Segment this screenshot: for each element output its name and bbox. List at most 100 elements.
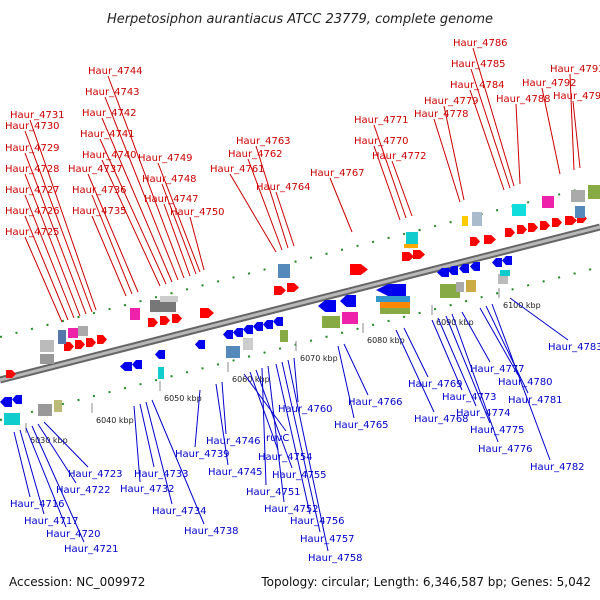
reverse-gene-label: Haur_4733 bbox=[134, 469, 189, 480]
reverse-gene-leader-line bbox=[395, 329, 435, 413]
reverse-gene-leader-line bbox=[267, 365, 285, 503]
forward-gene-arrow bbox=[470, 237, 480, 246]
forward-gene-label: Haur_4750 bbox=[170, 207, 225, 218]
forward-gene-leader-line bbox=[163, 203, 191, 277]
forward-gene-arrow bbox=[200, 308, 214, 318]
reverse-gene-leader-line bbox=[403, 327, 429, 378]
forward-gene-label: Haur_4748 bbox=[142, 174, 197, 185]
forward-gene-label: Haur_4792 bbox=[522, 78, 577, 89]
forward-gene-leader-line bbox=[99, 138, 167, 285]
genome-backbone bbox=[0, 223, 600, 384]
forward-gene-leader-line bbox=[24, 130, 93, 313]
feature-box bbox=[158, 367, 164, 379]
reverse-gene-leader-line bbox=[275, 363, 311, 515]
feature-box bbox=[542, 196, 554, 208]
forward-gene-leader-line bbox=[572, 100, 581, 169]
reverse-gene-arrow bbox=[233, 328, 243, 337]
reverse-gene-label: Haur_4745 bbox=[208, 467, 263, 478]
reverse-gene-label: Haur_4760 bbox=[278, 404, 333, 415]
reverse-gene-label: Haur_4746 bbox=[206, 436, 261, 447]
feature-box bbox=[130, 308, 140, 320]
reverse-gene-arrow bbox=[470, 262, 480, 271]
reverse-gene-label: Haur_4774 bbox=[456, 408, 511, 419]
reverse-gene-label: Haur_4758 bbox=[308, 553, 363, 564]
forward-gene-leader-line bbox=[101, 117, 173, 283]
reverse-gene-label: Haur_4751 bbox=[246, 487, 301, 498]
forward-gene-label: Haur_4763 bbox=[236, 136, 291, 147]
reverse-gene-leader-line bbox=[145, 401, 173, 505]
reverse-gene-leader-line bbox=[19, 429, 45, 515]
forward-gene-arrow bbox=[287, 283, 299, 292]
reverse-gene-leader-line bbox=[437, 317, 477, 407]
feature-box bbox=[376, 296, 410, 302]
forward-gene-label: Haur_4788 bbox=[496, 94, 551, 105]
reverse-gene-label: Haur_4782 bbox=[530, 462, 585, 473]
reverse-gene-arrow bbox=[195, 340, 205, 349]
reverse-gene-leader-line bbox=[485, 305, 529, 394]
forward-gene-arrow bbox=[148, 318, 158, 327]
forward-gene-label: Haur_4747 bbox=[144, 194, 199, 205]
reverse-gene-leader-line bbox=[13, 431, 31, 498]
forward-gene-leader-line bbox=[24, 152, 87, 315]
reverse-gene-arrow bbox=[459, 264, 469, 273]
forward-gene-label: Haur_4736 bbox=[72, 185, 127, 196]
forward-gene-leader-line bbox=[275, 191, 295, 247]
reverse-gene-leader-line bbox=[255, 369, 293, 469]
reverse-gene-label: Haur_4775 bbox=[470, 425, 525, 436]
forward-gene-leader-line bbox=[329, 177, 353, 233]
forward-gene-label: Haur_4786 bbox=[453, 38, 508, 49]
forward-gene-leader-line bbox=[24, 194, 75, 319]
reverse-gene-label: Haur_4716 bbox=[10, 499, 65, 510]
forward-gene-leader-line bbox=[157, 162, 201, 273]
forward-gene-leader-line bbox=[87, 173, 139, 293]
reverse-gene-leader-line bbox=[431, 319, 463, 391]
forward-gene-label: Haur_4794 bbox=[553, 91, 600, 102]
forward-gene-label: Haur_4728 bbox=[5, 164, 60, 175]
reverse-gene-leader-line bbox=[151, 399, 205, 525]
forward-gene-label: Haur_4762 bbox=[228, 149, 283, 160]
reverse-gene-label: Haur_4769 bbox=[408, 379, 463, 390]
reverse-gene-label: Haur_4755 bbox=[272, 470, 327, 481]
forward-gene-label: Haur_4767 bbox=[310, 168, 365, 179]
forward-gene-arrow bbox=[540, 221, 550, 230]
reverse-gene-leader-line bbox=[43, 421, 89, 468]
forward-gene-leader-line bbox=[373, 145, 401, 221]
forward-gene-label: Haur_4770 bbox=[354, 136, 409, 147]
forward-gene-label: Haur_4743 bbox=[85, 87, 140, 98]
reverse-gene-leader-line bbox=[215, 383, 229, 466]
forward-gene-arrow bbox=[64, 342, 74, 351]
forward-gene-arrow bbox=[97, 335, 107, 344]
reverse-gene-label: Haur_4722 bbox=[56, 485, 111, 496]
feature-box bbox=[226, 346, 240, 358]
forward-gene-label: Haur_4778 bbox=[414, 109, 469, 120]
reverse-gene-label: Haur_4776 bbox=[478, 444, 533, 455]
forward-gene-leader-line bbox=[569, 73, 575, 171]
forward-gene-arrow bbox=[172, 314, 182, 323]
feature-box bbox=[4, 413, 20, 425]
feature-box bbox=[243, 338, 253, 350]
reverse-gene-labels: Haur_4716 Haur_4717 Haur_4720 Haur_4721 Haur… bbox=[10, 342, 600, 564]
forward-gene-label: Haur_4772 bbox=[372, 151, 427, 162]
reverse-gene-label: Haur_4781 bbox=[508, 395, 563, 406]
reverse-gene-leader-line bbox=[461, 311, 491, 363]
forward-gene-arrow bbox=[402, 252, 414, 261]
reverse-gene-leader-line bbox=[479, 307, 519, 376]
forward-gene-label: Haur_4737 bbox=[68, 164, 123, 175]
forward-gene-arrow bbox=[86, 338, 96, 347]
reverse-gene-label: Haur_4738 bbox=[184, 526, 239, 537]
reverse-gene-arrow bbox=[273, 317, 283, 326]
reverse-gene-leader-line bbox=[261, 367, 267, 486]
forward-gene-arrow bbox=[505, 228, 515, 237]
forward-leader-lines bbox=[24, 47, 581, 323]
forward-gene-label: Haur_4761 bbox=[210, 164, 265, 175]
reverse-gene-arrow bbox=[448, 266, 458, 275]
feature-box bbox=[380, 308, 410, 314]
forward-gene-label: Haur_4741 bbox=[80, 129, 135, 140]
reverse-gene-leader-line bbox=[139, 403, 155, 468]
reverse-gene-leader-line bbox=[509, 297, 569, 341]
forward-gene-label: Haur_4744 bbox=[88, 66, 143, 77]
forward-gene-arrow bbox=[484, 235, 496, 244]
forward-gene-leader-line bbox=[104, 96, 179, 281]
forward-gene-leader-line bbox=[472, 47, 515, 187]
reverse-gene-leader-line bbox=[281, 361, 321, 533]
